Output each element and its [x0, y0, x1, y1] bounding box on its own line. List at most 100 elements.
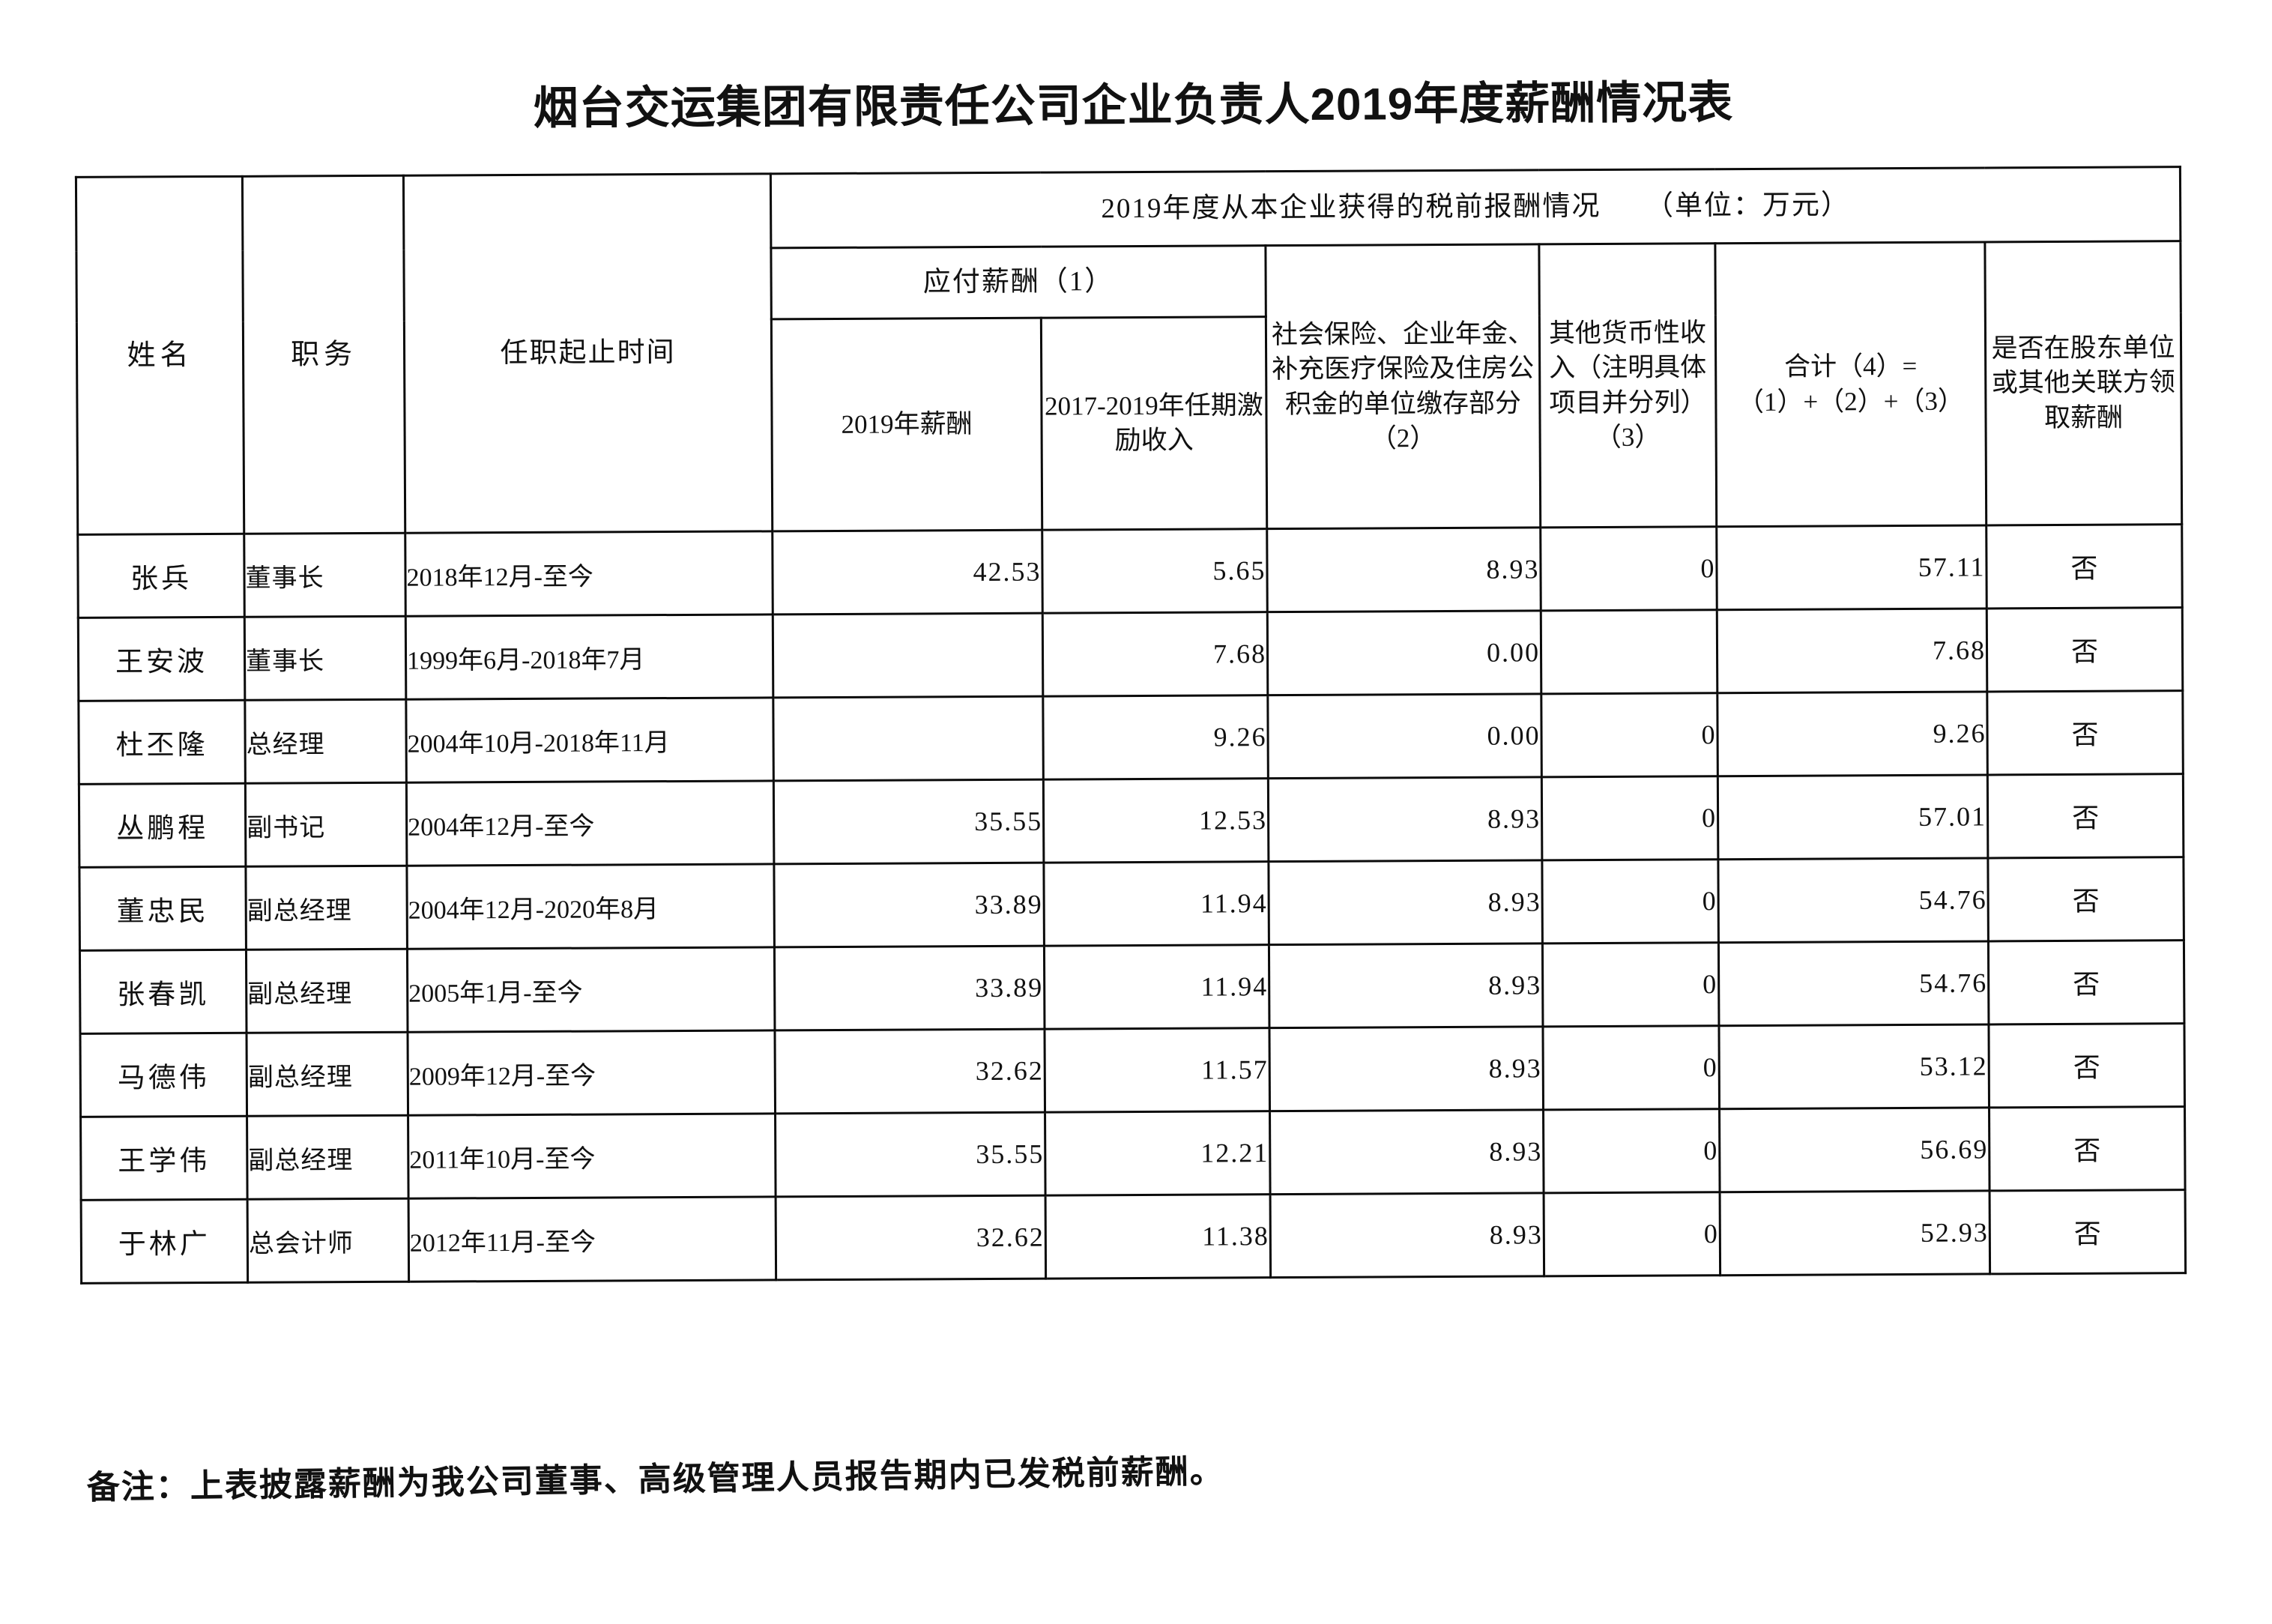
cell-position: 董事长: [244, 616, 406, 701]
table-row: 董忠民 副总经理 2004年12月-2020年8月 33.89 11.94 8.…: [79, 857, 2184, 951]
cell-term: 2018年12月-至今: [405, 531, 773, 617]
cell-position: 副总经理: [246, 949, 408, 1033]
cell-social-insurance: 0.00: [1267, 610, 1541, 695]
cell-social-insurance: 8.93: [1268, 860, 1543, 945]
cell-salary-2019: 35.55: [775, 1112, 1046, 1197]
cell-social-insurance: 8.93: [1269, 1109, 1544, 1195]
cell-name: 杜丕隆: [78, 700, 246, 785]
cell-incentive: 5.65: [1042, 528, 1268, 614]
cell-social-insurance: 0.00: [1267, 693, 1542, 779]
cell-related-party: 否: [1989, 1106, 2186, 1191]
cell-salary-2019: 42.53: [772, 530, 1043, 615]
cell-related-party: 否: [1987, 773, 2184, 858]
cell-name: 于林广: [81, 1199, 248, 1284]
table-row: 张兵 董事长 2018年12月-至今 42.53 5.65 8.93 0 57.…: [77, 524, 2183, 618]
cell-term: 1999年6月-2018年7月: [405, 614, 773, 700]
cell-incentive: 9.26: [1042, 695, 1269, 780]
column-header-total: 合计（4）=（1）+（2）+（3）: [1714, 241, 1987, 527]
cell-other-monetary: [1541, 609, 1717, 694]
column-header-group-pretax: 2019年度从本企业获得的税前报酬情况 （单位：万元）: [770, 166, 2181, 248]
column-header-position: 职务: [242, 175, 405, 534]
column-header-social-insurance: 社会保险、企业年金、补充医疗保险及住房公积金的单位缴存部分（2）: [1265, 244, 1541, 529]
cell-salary-2019: [773, 696, 1044, 781]
cell-other-monetary: 0: [1541, 859, 1719, 944]
table-row: 王安波 董事长 1999年6月-2018年7月 7.68 0.00 7.68 否: [78, 607, 2183, 701]
cell-social-insurance: 8.93: [1269, 943, 1543, 1028]
cell-total: 52.93: [1720, 1190, 1990, 1276]
cell-incentive: 12.53: [1043, 778, 1269, 863]
column-header-term: 任职起止时间: [403, 173, 773, 534]
cell-related-party: 否: [1987, 607, 2183, 692]
cell-other-monetary: 0: [1540, 526, 1717, 611]
table-row: 杜丕隆 总经理 2004年10月-2018年11月 9.26 0.00 0 9.…: [78, 690, 2184, 785]
cell-salary-2019: 33.89: [773, 863, 1045, 947]
cell-related-party: 否: [1989, 1189, 2186, 1274]
cell-other-monetary: 0: [1541, 692, 1718, 777]
compensation-table: 姓名 职务 任职起止时间 2019年度从本企业获得的税前报酬情况 （单位：万元）…: [75, 166, 2187, 1285]
column-header-name: 姓名: [76, 176, 244, 535]
cell-incentive: 12.21: [1045, 1111, 1271, 1196]
cell-related-party: 否: [1987, 857, 2184, 941]
cell-incentive: 11.94: [1044, 944, 1269, 1030]
cell-name: 董忠民: [79, 866, 247, 951]
column-header-related-party: 是否在股东单位或其他关联方领取薪酬: [1984, 241, 2182, 525]
table-header: 姓名 职务 任职起止时间 2019年度从本企业获得的税前报酬情况 （单位：万元）…: [76, 166, 2182, 535]
cell-name: 王学伟: [80, 1116, 248, 1201]
cell-name: 马德伟: [80, 1033, 247, 1117]
table-row: 张春凯 副总经理 2005年1月-至今 33.89 11.94 8.93 0 5…: [79, 940, 2184, 1034]
cell-related-party: 否: [1988, 940, 2184, 1024]
cell-social-insurance: 8.93: [1266, 527, 1541, 612]
table-row: 丛鹏程 副书记 2004年12月-至今 35.55 12.53 8.93 0 5…: [79, 773, 2184, 868]
cell-term: 2009年12月-至今: [407, 1030, 776, 1116]
cell-term: 2011年10月-至今: [408, 1113, 776, 1199]
cell-other-monetary: 0: [1543, 1108, 1720, 1193]
cell-total: 9.26: [1717, 691, 1988, 776]
column-header-incentive: 2017-2019年任期激励收入: [1041, 316, 1267, 531]
cell-related-party: 否: [1986, 524, 2183, 609]
header-row-group: 姓名 职务 任职起止时间 2019年度从本企业获得的税前报酬情况 （单位：万元）: [76, 166, 2181, 535]
cell-position: 副总经理: [247, 1115, 409, 1200]
cell-total: 56.69: [1719, 1107, 1990, 1192]
cell-social-insurance: 8.93: [1268, 776, 1542, 862]
cell-position: 副书记: [245, 782, 407, 867]
cell-salary-2019: 32.62: [774, 1029, 1045, 1114]
cell-social-insurance: 8.93: [1269, 1026, 1544, 1111]
cell-term: 2004年10月-2018年11月: [405, 697, 774, 783]
cell-related-party: 否: [1987, 690, 2184, 775]
cell-incentive: 11.94: [1043, 861, 1269, 947]
cell-salary-2019: [773, 613, 1043, 698]
cell-other-monetary: 0: [1541, 776, 1718, 860]
cell-name: 丛鹏程: [79, 783, 246, 868]
cell-total: 57.11: [1716, 525, 1987, 610]
table-row: 马德伟 副总经理 2009年12月-至今 32.62 11.57 8.93 0 …: [80, 1023, 2185, 1117]
cell-total: 54.76: [1717, 857, 1989, 943]
cell-incentive: 11.38: [1045, 1194, 1271, 1279]
table-footnote: 备注：上表披露薪酬为我公司董事、高级管理人员报告期内已发税前薪酬。: [86, 1452, 1225, 1506]
table-row: 王学伟 副总经理 2011年10月-至今 35.55 12.21 8.93 0 …: [80, 1106, 2186, 1201]
cell-other-monetary: 0: [1544, 1192, 1720, 1276]
cell-term: 2005年1月-至今: [407, 947, 775, 1033]
cell-name: 王安波: [78, 617, 245, 701]
cell-salary-2019: 33.89: [774, 946, 1045, 1030]
cell-social-insurance: 8.93: [1270, 1192, 1544, 1278]
cell-total: 54.76: [1718, 941, 1989, 1026]
cell-position: 董事长: [244, 533, 406, 618]
column-header-payable-salary: 应付薪酬（1）: [770, 245, 1266, 319]
cell-related-party: 否: [1988, 1023, 2185, 1108]
cell-term: 2012年11月-至今: [408, 1196, 776, 1282]
cell-salary-2019: 35.55: [773, 779, 1044, 864]
compensation-table-wrapper: 姓名 职务 任职起止时间 2019年度从本企业获得的税前报酬情况 （单位：万元）…: [75, 166, 2187, 1285]
cell-position: 副总经理: [245, 866, 408, 950]
table-row: 于林广 总会计师 2012年11月-至今 32.62 11.38 8.93 0 …: [81, 1189, 2186, 1284]
cell-position: 总会计师: [247, 1198, 409, 1283]
cell-term: 2004年12月-2020年8月: [406, 863, 775, 950]
cell-total: 53.12: [1718, 1024, 1989, 1109]
cell-other-monetary: 0: [1542, 1025, 1720, 1110]
cell-other-monetary: 0: [1542, 942, 1719, 1027]
column-header-other-monetary: 其他货币性收入（注明具体项目并分列）（3）: [1538, 243, 1717, 528]
cell-incentive: 7.68: [1042, 612, 1268, 697]
cell-name: 张兵: [77, 534, 245, 618]
cell-name: 张春凯: [79, 950, 247, 1034]
cell-salary-2019: 32.62: [776, 1195, 1046, 1280]
